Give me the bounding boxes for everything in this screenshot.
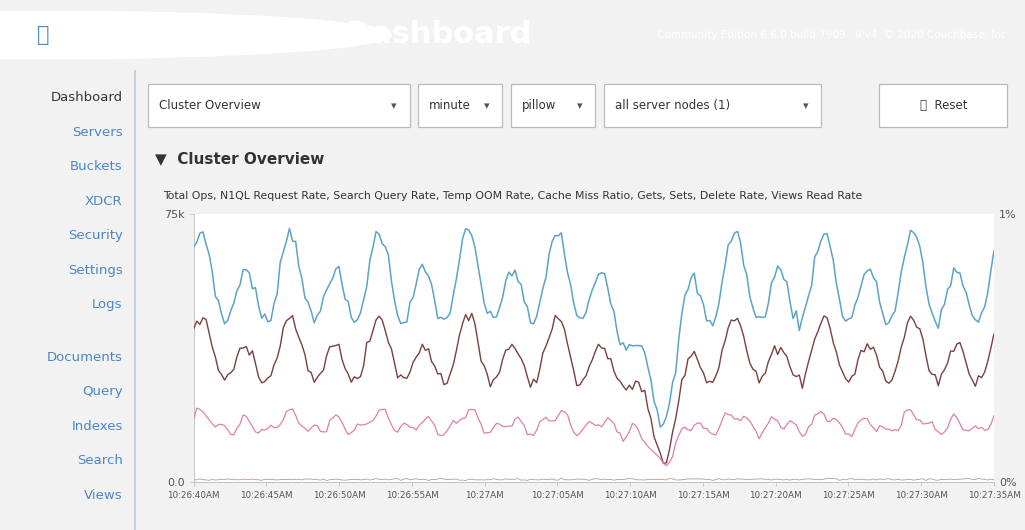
Text: Indexes: Indexes — [72, 420, 123, 433]
Text: Logs: Logs — [92, 298, 123, 311]
Text: Search: Search — [77, 455, 123, 467]
Text: ▾: ▾ — [484, 101, 489, 111]
Text: Query: Query — [82, 385, 123, 399]
Text: minute: minute — [429, 99, 470, 112]
Text: Community Edition 6.6.0 build 7909 · IPv4  © 2020 Couchbase, Inc.: Community Edition 6.6.0 build 7909 · IPv… — [657, 30, 1010, 40]
Text: Documents: Documents — [47, 351, 123, 364]
Text: all server nodes (1): all server nodes (1) — [615, 99, 730, 112]
Text: ▾: ▾ — [577, 101, 582, 111]
Text: Development › Dashboard: Development › Dashboard — [84, 21, 531, 49]
Text: ▼  Cluster Overview: ▼ Cluster Overview — [156, 151, 325, 166]
FancyBboxPatch shape — [511, 84, 596, 127]
Text: 🗑  Reset: 🗑 Reset — [919, 99, 968, 112]
FancyBboxPatch shape — [149, 84, 410, 127]
Text: Dashboard: Dashboard — [50, 91, 123, 104]
Text: Total Ops, N1QL Request Rate, Search Query Rate, Temp OOM Rate, Cache Miss Ratio: Total Ops, N1QL Request Rate, Search Que… — [163, 191, 863, 201]
FancyBboxPatch shape — [878, 84, 1008, 127]
Text: XDCR: XDCR — [85, 195, 123, 208]
FancyBboxPatch shape — [418, 84, 502, 127]
Text: Settings: Settings — [68, 263, 123, 277]
Text: ▾: ▾ — [803, 101, 808, 111]
FancyBboxPatch shape — [605, 84, 821, 127]
Text: ⎕: ⎕ — [37, 25, 49, 45]
Text: Cluster Overview: Cluster Overview — [159, 99, 260, 112]
Text: Views: Views — [84, 489, 123, 502]
Text: ▾: ▾ — [391, 101, 397, 111]
Text: pillow: pillow — [522, 99, 557, 112]
Text: Servers: Servers — [72, 126, 123, 138]
Text: Buckets: Buckets — [70, 160, 123, 173]
Text: Security: Security — [68, 229, 123, 242]
Circle shape — [0, 11, 392, 59]
